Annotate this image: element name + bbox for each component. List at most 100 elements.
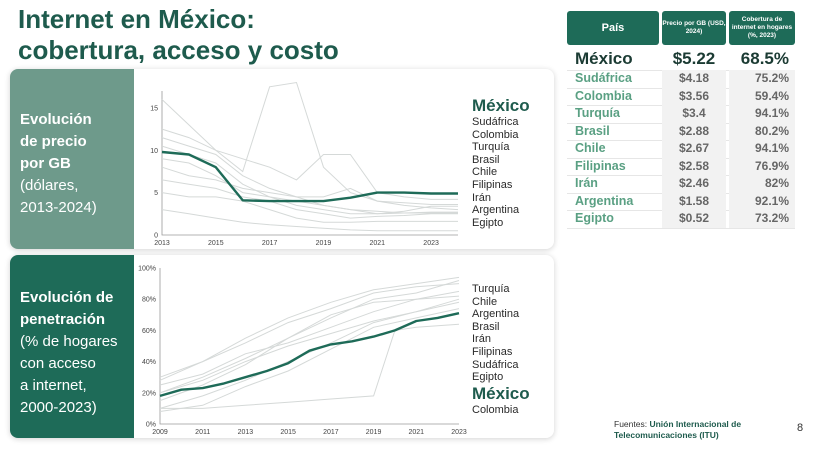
series-line-background <box>160 323 460 409</box>
title-line-1: Internet en México: <box>18 4 255 34</box>
table-cell-coverage: 59.4% <box>729 87 795 105</box>
y-tick-label: 0 <box>154 233 158 240</box>
price-label-line-5: 2013-2024) <box>20 199 97 216</box>
table-cell-price: $0.52 <box>662 210 726 228</box>
table-cell-coverage: 80.2% <box>729 122 795 140</box>
table-cell-country: Chile <box>575 141 606 155</box>
table-cell-price: $5.22 <box>662 47 726 70</box>
price-legend-item: Filipinas <box>472 178 513 191</box>
table-cell-price: $4.18 <box>662 70 726 88</box>
table-cell-country: Brasil <box>575 123 610 138</box>
table-cell-country: Irán <box>575 176 598 190</box>
series-line-background <box>161 128 458 200</box>
penetration-side-panel: Evolución de penetración (% de hogares c… <box>10 255 134 438</box>
pen-label-line-3: (% de hogares <box>20 333 118 350</box>
price-legend: México Sudáfrica Colombia Turquía Brasil… <box>472 96 530 229</box>
pen-legend-item: Argentina <box>472 308 520 321</box>
price-chart: 2013 2015 2017 2019 2021 2023 0 5 10 15 <box>150 81 459 247</box>
pen-label-line-5: a internet, <box>20 377 87 394</box>
price-legend-item: Turquía <box>472 141 510 154</box>
page-title: Internet en México: cobertura, acceso y … <box>18 4 339 66</box>
price-label-line-1: Evolución <box>20 111 92 128</box>
table-row: Argentina $1.58 92.1% <box>567 192 795 211</box>
price-side-panel: Evolución de precio por GB (dólares, 201… <box>10 69 134 249</box>
table-cell-country: Colombia <box>575 88 632 103</box>
table-header-coverage: Cobertura de internet en hogares (%, 202… <box>729 11 795 45</box>
y-tick-label: 5 <box>154 190 158 197</box>
x-tick-label: 2023 <box>423 240 439 247</box>
y-tick-label: 40% <box>142 359 156 366</box>
pen-legend-item: Chile <box>472 295 498 308</box>
price-legend-mexico: México <box>472 96 530 115</box>
table-header-country: País <box>567 11 659 45</box>
x-tick-label: 2019 <box>366 429 382 436</box>
y-tick-label: 15 <box>150 105 158 112</box>
table-row: Colombia $3.56 59.4% <box>567 87 795 106</box>
price-label-line-2: de precio <box>20 133 87 150</box>
pen-label-line-4: con acceso <box>20 355 96 372</box>
x-tick-label: 2019 <box>316 240 332 247</box>
penetration-panel: Evolución de penetración (% de hogares c… <box>10 255 554 438</box>
series-line-mexico <box>161 150 458 203</box>
pen-label-line-1: Evolución de <box>20 289 114 306</box>
penetration-legend: Turquía Chile Argentina Brasil Irán Fili… <box>472 283 530 416</box>
pen-legend-item: Filipinas <box>472 345 513 358</box>
x-tick-label: 2015 <box>280 429 296 436</box>
table-cell-coverage: 73.2% <box>729 210 795 228</box>
y-tick-label: 20% <box>142 390 156 397</box>
series-line-background <box>161 209 458 232</box>
table-cell-price: $3.4 <box>662 105 726 123</box>
pen-legend-item: Irán <box>472 333 491 346</box>
table-cell-country: Turquía <box>575 106 620 120</box>
table-cell-price: $3.56 <box>662 87 726 105</box>
pen-legend-item: Sudáfrica <box>472 358 519 371</box>
y-tick-label: 100% <box>138 266 156 273</box>
table-row: México $5.22 68.5% <box>567 47 795 71</box>
table-row: Chile $2.67 94.1% <box>567 140 795 159</box>
table-cell-price: $2.58 <box>662 157 726 175</box>
table-cell-country: Egipto <box>575 211 614 225</box>
y-tick-label: 10 <box>150 148 158 155</box>
table-row: Brasil $2.88 80.2% <box>567 122 795 141</box>
series-line-background <box>159 308 460 412</box>
pen-legend-mexico: México <box>472 383 530 403</box>
y-tick-label: 60% <box>142 328 156 335</box>
series-line-background <box>161 81 459 211</box>
pen-label-line-6: 2000-2023) <box>20 399 97 416</box>
price-side-label: Evolución de precio por GB (dólares, 201… <box>20 109 97 219</box>
series-line-mexico <box>159 312 460 398</box>
table-cell-country: Argentina <box>575 193 634 208</box>
table-cell-coverage: 75.2% <box>729 70 795 88</box>
series-line-background <box>161 145 458 215</box>
table-row: Filipinas $2.58 76.9% <box>567 157 795 176</box>
table-cell-price: $2.67 <box>662 140 726 158</box>
penetration-chart: 2009 2011 2013 2015 2017 2019 2021 2023 0% 20% 40%… <box>138 266 467 437</box>
chart-axis <box>161 91 458 236</box>
pen-legend-item: Turquía <box>472 283 510 295</box>
table-header-price: Precio por GB (USD, 2024) <box>662 11 726 45</box>
price-legend-item: Sudáfrica <box>472 116 519 128</box>
series-line-background <box>159 283 460 378</box>
pen-legend-item: Brasil <box>472 320 500 333</box>
source-note: Fuentes: Unión Internacional de Telecomu… <box>614 419 825 441</box>
table-cell-price: $2.46 <box>662 175 726 193</box>
table-cell-coverage: 76.9% <box>729 157 795 175</box>
table-cell-coverage: 92.1% <box>729 192 795 210</box>
pen-label-line-2: penetración <box>20 311 106 328</box>
series-line-background <box>159 276 460 381</box>
x-tick-label: 2017 <box>323 429 339 436</box>
series-line-background <box>159 298 460 394</box>
series-line-background <box>161 137 458 205</box>
series-line-background <box>161 179 458 219</box>
x-tick-label: 2009 <box>152 429 168 436</box>
x-tick-label: 2015 <box>208 240 224 247</box>
price-legend-item: Irán <box>472 191 491 204</box>
x-tick-label: 2013 <box>154 240 170 247</box>
price-panel: Evolución de precio por GB (dólares, 201… <box>10 69 554 249</box>
table-row: Sudáfrica $4.18 75.2% <box>567 70 795 89</box>
table-cell-coverage: 82% <box>729 175 795 193</box>
price-legend-item: Chile <box>472 166 498 179</box>
x-tick-label: 2017 <box>262 240 278 247</box>
x-tick-label: 2023 <box>451 429 467 436</box>
table-cell-country: México <box>575 49 633 68</box>
